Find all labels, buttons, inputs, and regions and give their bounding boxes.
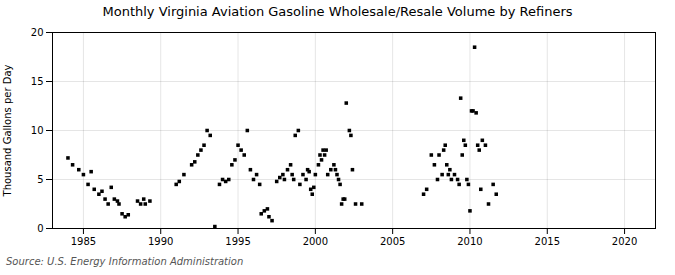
svg-text:5: 5 bbox=[37, 174, 43, 185]
svg-text:1985: 1985 bbox=[71, 236, 96, 247]
svg-text:10: 10 bbox=[31, 125, 44, 136]
html-text:Source: U.S. Energy Informatio: Source: U.S. Energy Information Administ… bbox=[6, 256, 244, 267]
svg-text:0: 0 bbox=[37, 223, 43, 234]
svg-text:1995: 1995 bbox=[225, 236, 250, 247]
html-text:Monthly Virginia Aviation Gaso: Monthly Virginia Aviation Gasoline Whole… bbox=[102, 4, 573, 19]
svg-text:15: 15 bbox=[31, 76, 44, 87]
svg-text:1990: 1990 bbox=[148, 236, 173, 247]
svg-text:2020: 2020 bbox=[612, 236, 637, 247]
svg-text:2005: 2005 bbox=[380, 236, 405, 247]
svg-text:20: 20 bbox=[31, 27, 44, 38]
svg-text:2000: 2000 bbox=[303, 236, 328, 247]
svg-text:2015: 2015 bbox=[535, 236, 560, 247]
svg-text:Thousand Gallons per Day: Thousand Gallons per Day bbox=[2, 64, 13, 197]
svg-text:2010: 2010 bbox=[457, 236, 482, 247]
